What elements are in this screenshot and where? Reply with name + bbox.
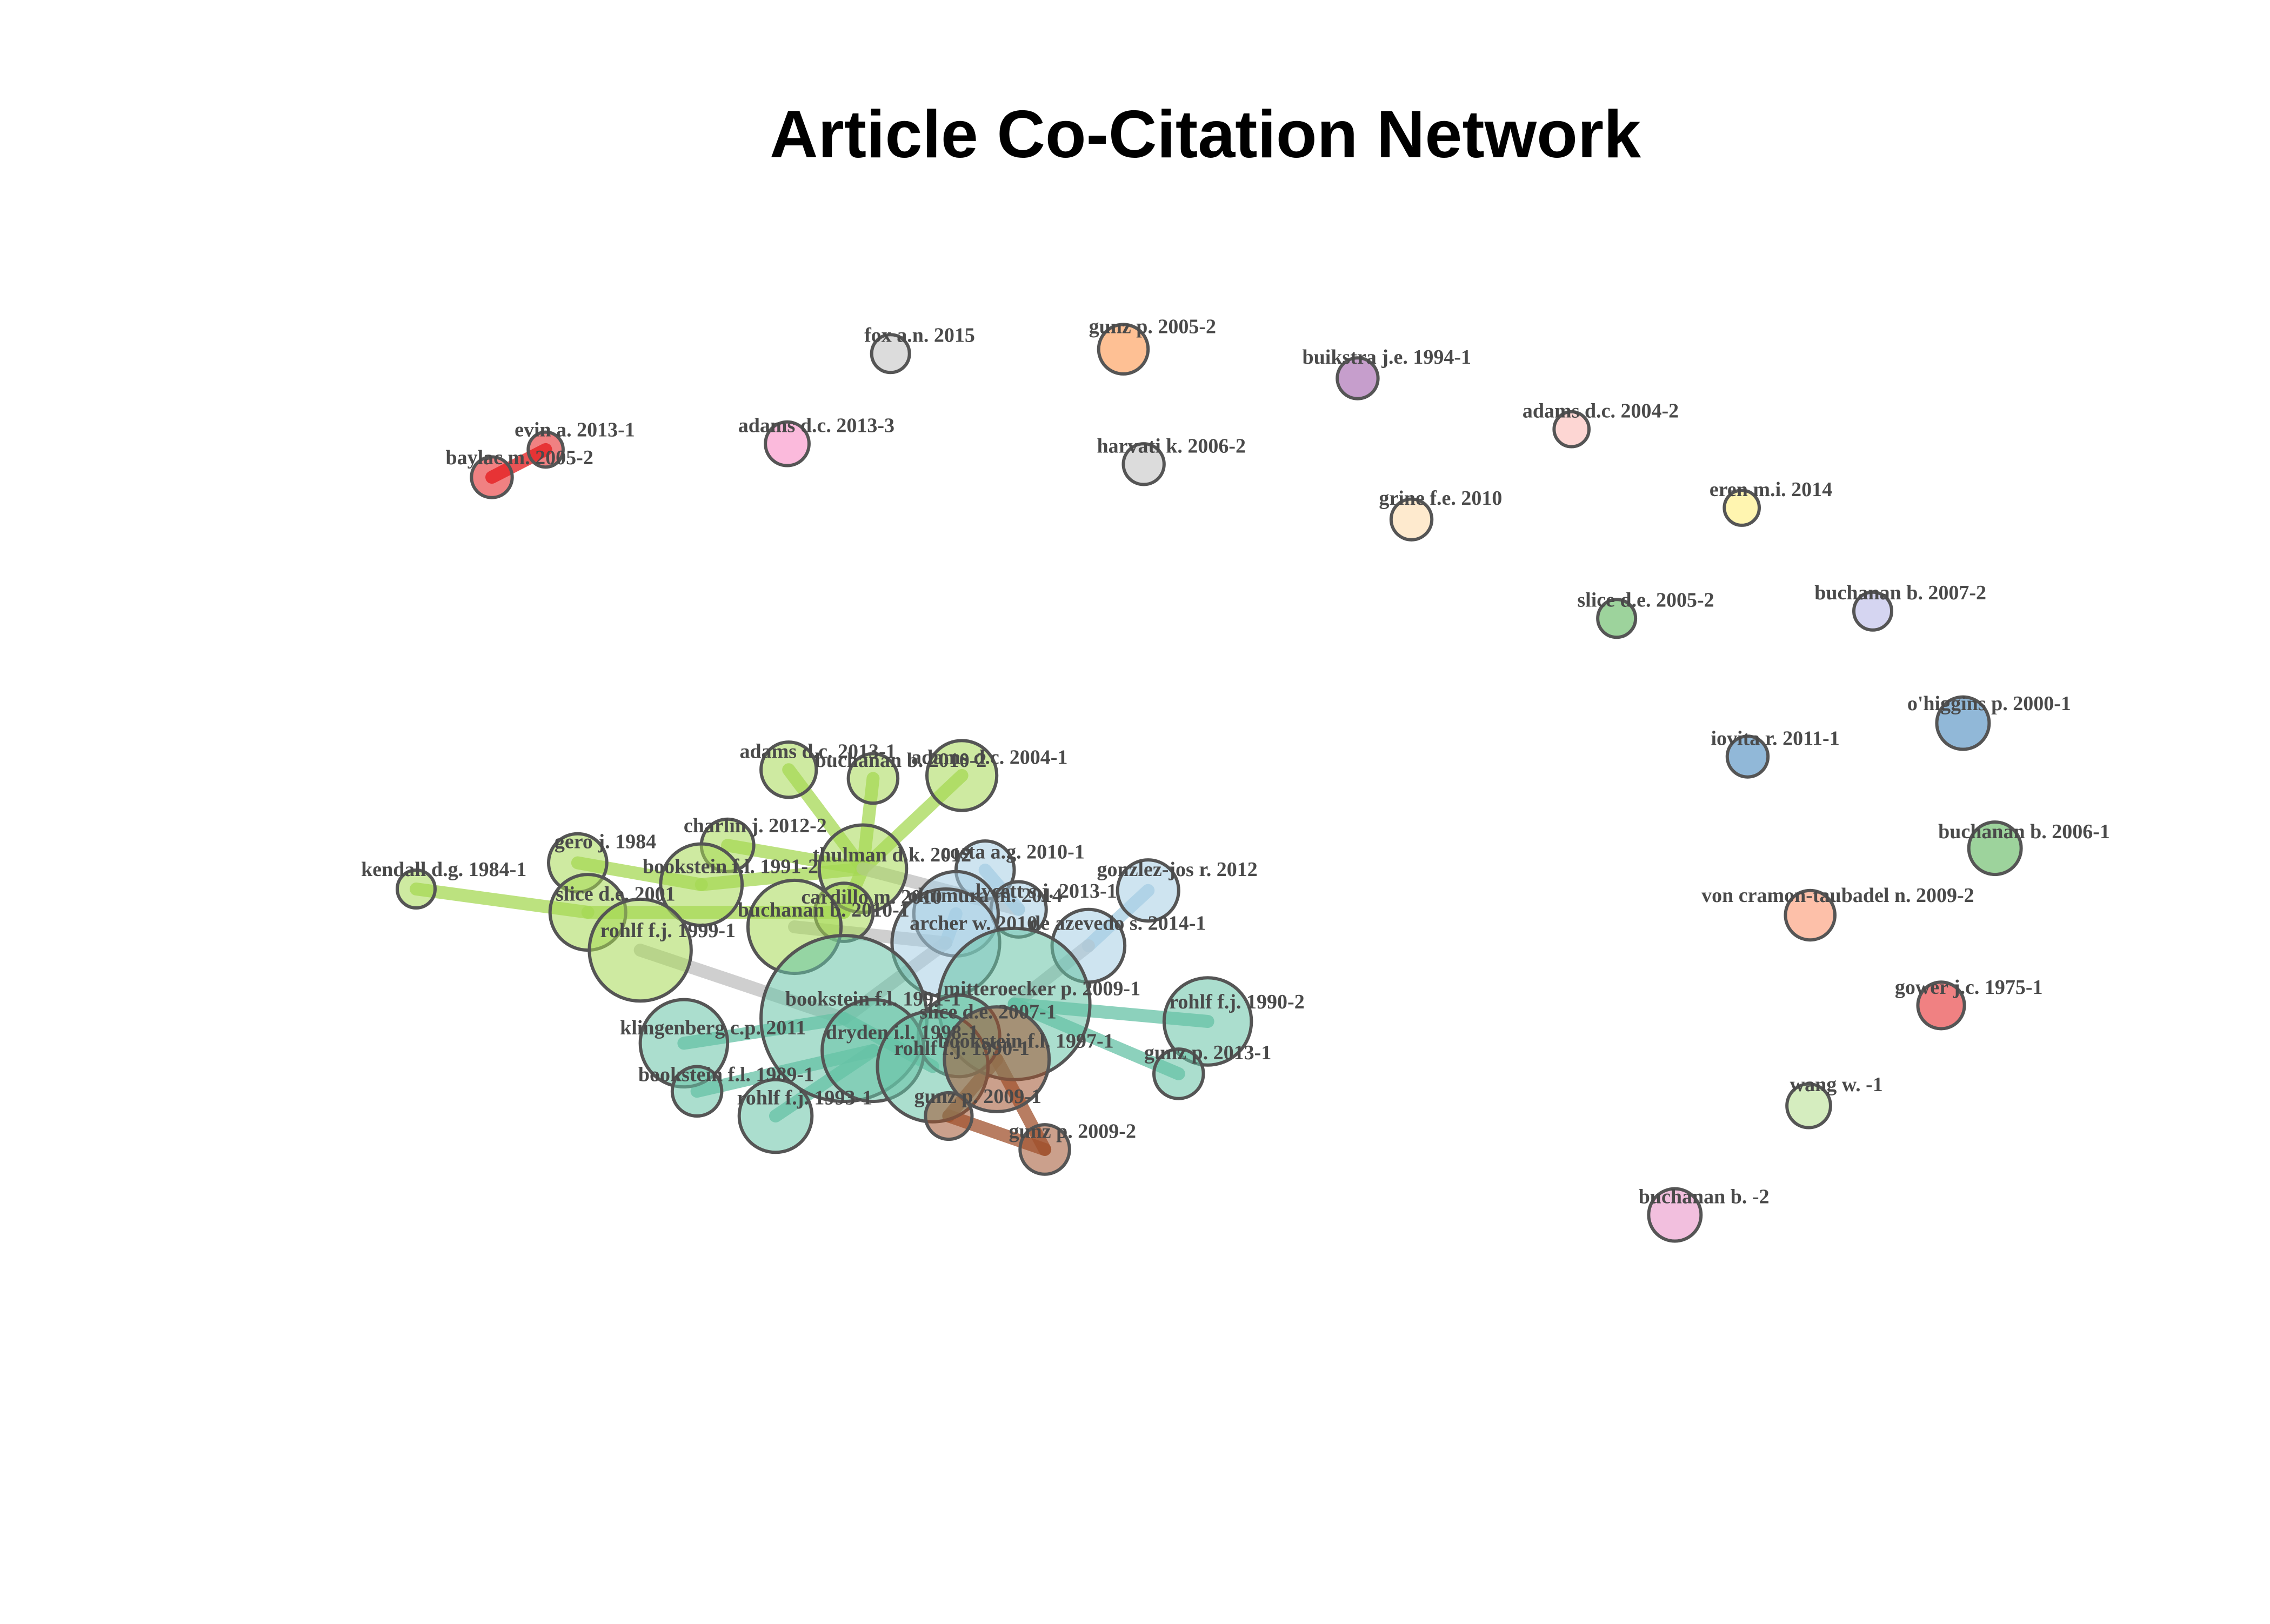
node-label-adams-2013-3: adams d.c. 2013-3 xyxy=(738,415,894,437)
node-adams-2004-1[interactable] xyxy=(925,739,999,812)
node-buchanan-2010-2[interactable] xyxy=(846,752,900,805)
node-label-costa-2010-1: costa a.g. 2010-1 xyxy=(941,840,1085,863)
node-rohlf-1993-1[interactable] xyxy=(737,1078,814,1154)
node-label-bookstein-1991-1: bookstein f.l. 1991-1 xyxy=(785,987,961,1010)
node-slice-2005-2[interactable] xyxy=(1596,598,1638,639)
node-rohlf-1990-2[interactable] xyxy=(1162,976,1253,1067)
node-label-klingenberg-2011: klingenberg c.p. 2011 xyxy=(620,1017,806,1039)
node-label-slice-2007-1: slice d.e. 2007-1 xyxy=(919,1001,1056,1024)
diagram-title: Article Co-Citation Network xyxy=(769,97,1641,172)
node-gunz-2009-2[interactable] xyxy=(1018,1123,1071,1176)
node-gunz-2009-1[interactable] xyxy=(924,1091,974,1141)
node-label-azevedo-2014-1: de azevedo s. 2014-1 xyxy=(1029,912,1206,934)
node-bookstein-1997-1[interactable] xyxy=(943,1005,1051,1113)
node-label-eren-2014: eren m.i. 2014 xyxy=(1710,478,1832,501)
node-label-rohlf-1990-2: rohlf f.j. 1990-2 xyxy=(1169,991,1305,1013)
node-voncramon-2009-2[interactable] xyxy=(1784,888,1837,942)
node-gunz-2005-2[interactable] xyxy=(1097,323,1150,376)
node-label-wang-1: wang w. -1 xyxy=(1790,1073,1883,1096)
node-bookstein-1991-2[interactable] xyxy=(659,842,744,927)
node-gonzalez-2012[interactable] xyxy=(1116,858,1180,923)
node-label-lycett-2013-1: lycett s.j. 2013-1 xyxy=(976,880,1117,903)
node-label-rohlf-1993-1: rohlf f.j. 1993-1 xyxy=(737,1086,873,1109)
node-label-cardillo-2010: cardillo m. 2010 xyxy=(801,886,942,908)
node-iovita-2011-1[interactable] xyxy=(1725,734,1770,779)
node-label-dryden-1998-1: dryden i.l. 1998-1 xyxy=(826,1021,979,1044)
node-buchanan-2[interactable] xyxy=(1647,1187,1703,1243)
node-label-evin-2013-1: evin a. 2013-1 xyxy=(515,419,635,442)
node-buchanan-2007-2[interactable] xyxy=(1852,590,1893,632)
node-label-buchanan-2010-2: buchanan b. 2010-2 xyxy=(815,749,987,772)
node-label-fox-2015: fox a.n. 2015 xyxy=(864,324,975,347)
node-label-thulman-2012: thulman d.k. 2012 xyxy=(813,844,972,866)
node-label-iovita-2011-1: iovita r. 2011-1 xyxy=(1711,727,1840,750)
node-harvati-2006-2[interactable] xyxy=(1121,442,1166,486)
node-buchanan-2006-1[interactable] xyxy=(1967,820,2023,877)
node-label-gunz-2009-1: gunz p. 2009-1 xyxy=(914,1085,1041,1108)
node-label-rohlf-1990-1: rohlf f.j. 1990-1 xyxy=(894,1037,1030,1060)
node-label-voncramon-2009-2: von cramon-taubadel n. 2009-2 xyxy=(1701,884,1974,907)
node-label-buchanan-2: buchanan b. -2 xyxy=(1639,1186,1770,1208)
node-label-bookstein-1991-2: bookstein f.l. 1991-2 xyxy=(643,855,818,878)
node-ohiggins-2000-1[interactable] xyxy=(1935,695,1991,751)
node-label-gero-1984: gero j. 1984 xyxy=(555,831,656,853)
node-grine-2010[interactable] xyxy=(1389,497,1434,542)
node-label-gunz-2013-1: gunz p. 2013-1 xyxy=(1144,1041,1271,1064)
node-label-buikstra-1994-1: buikstra j.e. 1994-1 xyxy=(1303,346,1471,369)
node-label-bookstein-1989-1: bookstein f.l. 1989-1 xyxy=(638,1063,814,1086)
node-label-okumura-2014: okumura m. 2014 xyxy=(908,884,1063,907)
node-fox-2015[interactable] xyxy=(870,333,911,375)
node-buikstra-1994-1[interactable] xyxy=(1336,356,1380,400)
node-adams-2013-1[interactable] xyxy=(759,740,818,799)
node-gower-1975-1[interactable] xyxy=(1916,980,1966,1031)
node-label-charlin-2012-2: charlin j. 2012-2 xyxy=(684,814,827,837)
node-label-buchanan-2010-1: buchanan b. 2010-1 xyxy=(738,899,910,921)
node-label-adams-2004-2: adams d.c. 2004-2 xyxy=(1523,400,1679,423)
node-label-slice-2001: slice d.e. 2001 xyxy=(556,883,676,906)
node-evin-2013-1[interactable] xyxy=(526,430,565,469)
node-label-baylac-2005-2: baylac m. 2005-2 xyxy=(445,446,593,469)
node-label-gunz-2009-2: gunz p. 2009-2 xyxy=(1009,1120,1136,1142)
node-label-bookstein-1997-1: bookstein f.l. 1997-1 xyxy=(938,1030,1114,1052)
node-label-adams-2013-1: adams d.c. 2013-1 xyxy=(739,740,896,763)
node-label-kendall-1984-1: kendall d.g. 1984-1 xyxy=(361,858,526,881)
node-label-ohiggins-2000-1: o'higgins p. 2000-1 xyxy=(1907,692,2071,715)
node-label-mitteroecker-2009-1: mitteroecker p. 2009-1 xyxy=(943,978,1140,1000)
node-adams-2004-2[interactable] xyxy=(1552,410,1591,449)
node-label-rohlf-1999-1: rohlf f.j. 1999-1 xyxy=(600,919,736,942)
nodes-layer xyxy=(396,323,2023,1243)
node-bookstein-1989-1[interactable] xyxy=(670,1065,724,1118)
node-label-gonzalez-2012: gonzlez-jos r. 2012 xyxy=(1097,858,1257,881)
node-label-buchanan-2007-2: buchanan b. 2007-2 xyxy=(1814,582,1986,604)
node-label-grine-2010: grine f.e. 2010 xyxy=(1379,487,1502,510)
node-label-gower-1975-1: gower j.c. 1975-1 xyxy=(1895,976,2043,999)
node-label-harvati-2006-2: harvati k. 2006-2 xyxy=(1097,435,1246,457)
node-label-slice-2005-2: slice d.e. 2005-2 xyxy=(1577,589,1714,612)
node-label-gunz-2005-2: gunz p. 2005-2 xyxy=(1089,316,1216,338)
node-label-adams-2004-1: adams d.c. 2004-1 xyxy=(911,746,1067,768)
node-label-buchanan-2006-1: buchanan b. 2006-1 xyxy=(1938,820,2110,843)
node-label-archer-2010: archer w. 2010 xyxy=(910,912,1037,934)
labels-layer: evin a. 2013-1 baylac m. 2005-2 adams d.c.… xyxy=(361,316,2110,1208)
node-eren-2014[interactable] xyxy=(1722,489,1761,527)
node-baylac-2005-2[interactable] xyxy=(470,455,514,499)
node-gunz-2013-1[interactable] xyxy=(1152,1047,1205,1100)
node-adams-2013-3[interactable] xyxy=(764,420,811,467)
node-wang-1[interactable] xyxy=(1785,1082,1832,1130)
node-kendall-1984-1[interactable] xyxy=(396,868,437,910)
node-rohlf-1999-1[interactable] xyxy=(587,897,693,1003)
